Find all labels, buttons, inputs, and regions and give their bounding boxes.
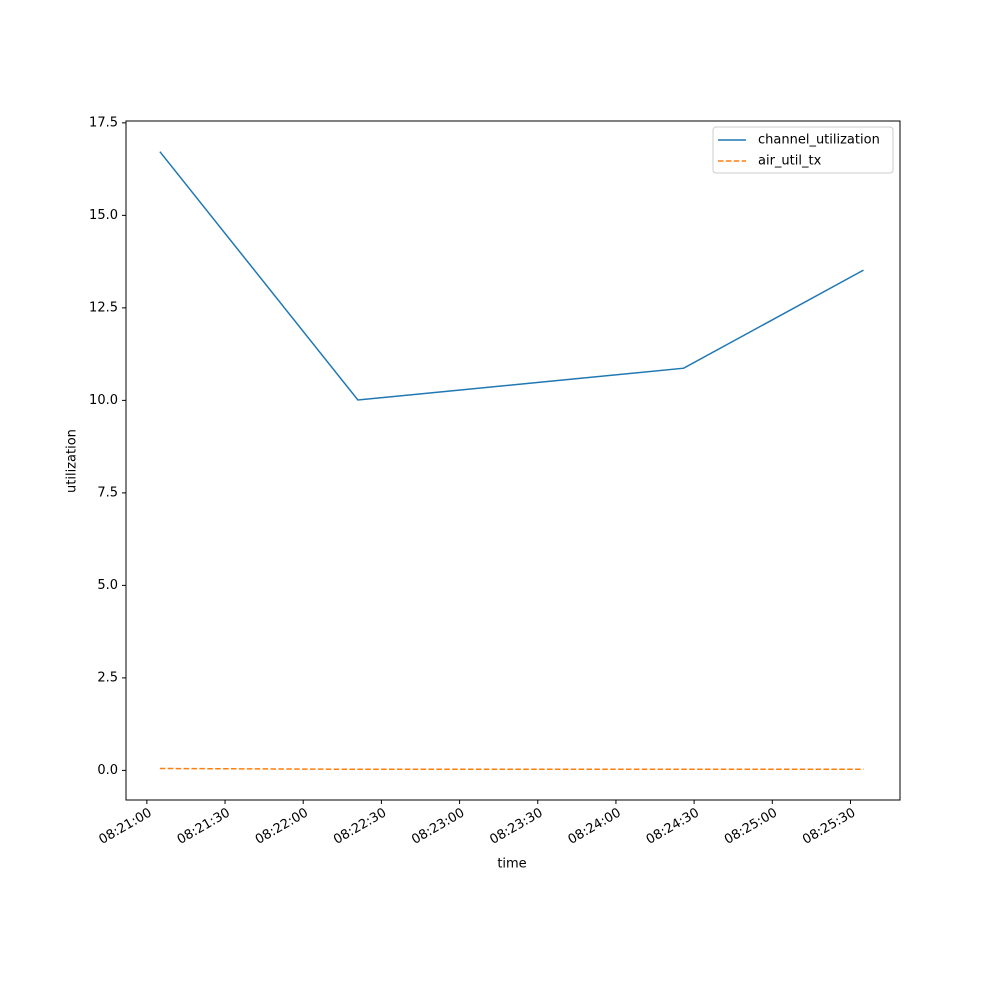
x-tick-label: 08:22:00	[253, 806, 311, 848]
legend-box	[712, 126, 894, 174]
x-tick-label: 08:23:00	[409, 806, 467, 848]
plot-frame	[125, 120, 901, 801]
legend-label: air_util_tx	[758, 154, 822, 169]
x-tick-label: 08:24:30	[644, 806, 702, 848]
y-axis-label: utilization	[65, 429, 80, 493]
x-tick-label: 08:25:30	[800, 806, 858, 848]
y-tick-label: 0.0	[97, 763, 118, 778]
x-tick-label: 08:24:00	[566, 806, 624, 848]
y-tick-label: 17.5	[89, 115, 118, 130]
x-tick-label: 08:23:30	[487, 806, 545, 848]
y-tick-label: 7.5	[97, 485, 118, 500]
x-axis-label: time	[497, 857, 526, 872]
legend: channel_utilization air_util_tx	[712, 126, 894, 174]
y-tick-label: 10.0	[89, 393, 118, 408]
line-series	[159, 151, 864, 401]
y-tick-label: 2.5	[97, 670, 118, 685]
x-tick-label: 08:21:30	[175, 806, 233, 848]
x-tick-label: 08:21:00	[97, 806, 155, 848]
y-tick-label: 12.5	[89, 300, 118, 315]
x-tick-label: 08:25:00	[722, 806, 780, 848]
y-tick-label: 5.0	[97, 578, 118, 593]
legend-label: channel_utilization	[758, 133, 880, 148]
line-series	[159, 767, 864, 771]
x-tick-label: 08:22:30	[331, 806, 389, 848]
y-tick-label: 15.0	[89, 208, 118, 223]
